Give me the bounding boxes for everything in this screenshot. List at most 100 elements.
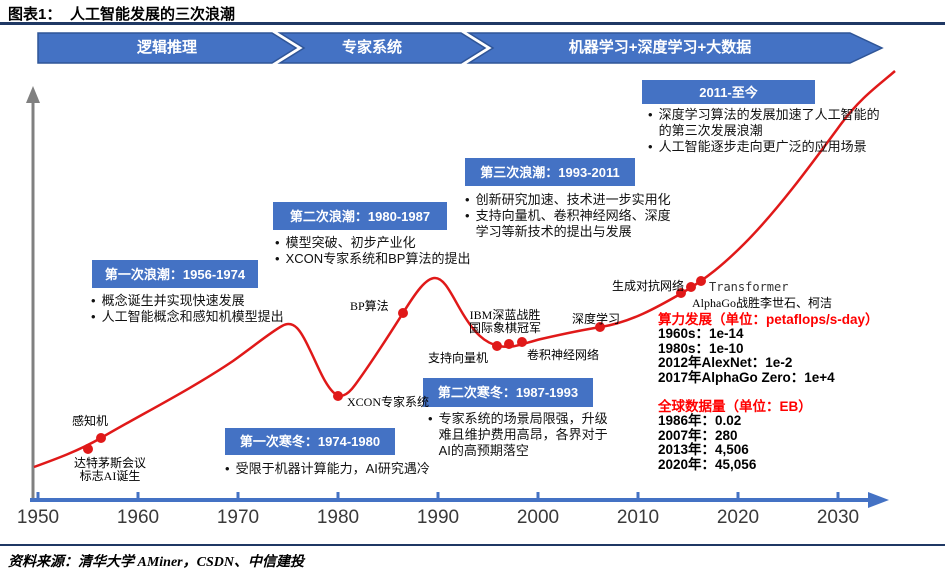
x-tick-1970: 1970 [216, 507, 260, 528]
bullet-text: 人工智能逐步走向更广泛的应用场景 [658, 139, 867, 154]
top-rule [0, 22, 945, 25]
stat-line: 1960s：1e-14 [658, 326, 744, 341]
bullet-text: 专家系统的场景局限强，升级难且维护费用高昂，各界对于AI的高预期落空 [438, 411, 608, 458]
label-ibm-line1: IBM深蓝战胜 [469, 308, 541, 322]
compute-stats-block: 算力发展（单位：petaflops/s-day） 1960s：1e-14 198… [658, 312, 879, 385]
list-item: 人工智能逐步走向更广泛的应用场景 [645, 139, 883, 155]
y-axis-arrowhead [26, 86, 40, 103]
banner-segment-ml-dl-bigdata: 机器学习+深度学习+大数据 [568, 39, 752, 56]
figure-number: 图表1： [8, 6, 62, 23]
dot-alphago [686, 282, 696, 292]
banner-segment-logic: 逻辑推理 [136, 39, 197, 56]
label-deep-learning: 深度学习 [572, 312, 621, 326]
banner-segment-3-shape [466, 32, 884, 64]
x-tick-1980: 1980 [316, 507, 360, 528]
dot-xcon [333, 391, 343, 401]
box-wave3-title: 第三次浪潮：1993-2011 [465, 158, 635, 186]
banner-segment-expert: 专家系统 [341, 39, 402, 56]
label-cnn: 卷积神经网络 [527, 348, 600, 362]
list-item: 创新研究加速、技术进一步实用化 [462, 192, 672, 208]
stat-line: 2017年AlphaGo Zero：1e+4 [658, 369, 835, 385]
list-item: 模型突破、初步产业化 [272, 235, 492, 251]
bullet-text: 受限于机器计算能力，AI研究遇冷 [235, 461, 430, 476]
label-gan: 生成对抗网络 [612, 279, 685, 293]
source-note: 资料来源：清华大学 AMiner，CSDN、中信建投 [8, 555, 304, 570]
stat-line: 2012年AlexNet：1e-2 [658, 355, 793, 371]
box-wave1-title: 第一次浪潮：1956-1974 [92, 260, 258, 288]
x-tick-2020: 2020 [716, 507, 760, 528]
bullet-text: 创新研究加速、技术进一步实用化 [475, 192, 671, 207]
x-tick-2030: 2030 [816, 507, 860, 528]
box-winter1-title: 第一次寒冬：1974-1980 [225, 428, 395, 455]
box-wave2-title: 第二次浪潮：1980-1987 [273, 202, 447, 230]
dot-perceptron [96, 433, 106, 443]
label-dartmouth: 达特茅斯会议 标志AI诞生 [58, 457, 162, 483]
bullet-text: XCON专家系统和BP算法的提出 [285, 251, 471, 266]
label-bp: BP算法 [350, 299, 389, 313]
stat-line: 2007年：280 [658, 427, 738, 443]
bullet-text: 支持向量机、卷积神经网络、深度学习等新技术的提出与发展 [475, 208, 671, 239]
x-axis-arrowhead [868, 492, 889, 508]
list-item: 支持向量机、卷积神经网络、深度学习等新技术的提出与发展 [462, 208, 672, 240]
dot-bp [398, 308, 408, 318]
bullet-text: 模型突破、初步产业化 [285, 235, 416, 250]
list-item: 人工智能概念和感知机模型提出 [88, 309, 340, 325]
milestone-dots [83, 276, 706, 454]
wave1-bullets: 概念诞生并实现快速发展 人工智能概念和感知机模型提出 [88, 293, 340, 325]
label-xcon: XCON专家系统 [347, 395, 430, 409]
x-tick-1950: 1950 [16, 507, 60, 528]
dot-cnn [517, 337, 527, 347]
stat-line: 2013年：4,506 [658, 442, 749, 458]
stat-line: 1986年：0.02 [658, 413, 742, 428]
x-axis [30, 492, 889, 508]
wave2-bullets: 模型突破、初步产业化 XCON专家系统和BP算法的提出 [272, 235, 492, 267]
wave4-bullets: 深度学习算法的发展加速了人工智能的的第三次发展浪潮 人工智能逐步走向更广泛的应用… [645, 107, 883, 155]
label-alphago: AlphaGo战胜李世石、柯洁 [692, 296, 832, 310]
list-item: 受限于机器计算能力，AI研究遇冷 [222, 461, 482, 477]
list-item: 专家系统的场景局限强，升级难且维护费用高昂，各界对于AI的高预期落空 [425, 411, 611, 459]
x-tick-2010: 2010 [616, 507, 660, 528]
compute-stats-title: 算力发展（单位：petaflops/s-day） [658, 312, 879, 327]
x-tick-1990: 1990 [416, 507, 460, 528]
banner-segment-1-shape [37, 32, 298, 64]
page-title: 人工智能发展的三次浪潮 [70, 6, 236, 23]
bottom-rule [0, 544, 945, 546]
bullet-text: 人工智能概念和感知机模型提出 [101, 309, 284, 324]
list-item: 概念诞生并实现快速发展 [88, 293, 340, 309]
winter1-bullets: 受限于机器计算能力，AI研究遇冷 [222, 461, 482, 477]
box-winter2-title: 第二次寒冬：1987-1993 [423, 378, 593, 407]
stat-line: 2020年：45,056 [658, 456, 757, 472]
label-perceptron: 感知机 [72, 414, 109, 428]
dot-ibm-deep-blue [504, 339, 514, 349]
x-axis-ticks [36, 492, 840, 498]
label-ibm-deep-blue: IBM深蓝战胜 国际象棋冠军 [462, 309, 548, 335]
bullet-text: 深度学习算法的发展加速了人工智能的的第三次发展浪潮 [658, 107, 880, 138]
stat-line: 1980s：1e-10 [658, 340, 744, 356]
data-volume-stats-title: 全球数据量（单位：EB） [658, 399, 812, 414]
label-transformer: Transformer [709, 280, 789, 294]
wave3-bullets: 创新研究加速、技术进一步实用化 支持向量机、卷积神经网络、深度学习等新技术的提出… [462, 192, 672, 240]
label-dartmouth-line1: 达特茅斯会议 [73, 456, 146, 470]
bullet-text: 概念诞生并实现快速发展 [101, 293, 245, 308]
label-svm: 支持向量机 [428, 351, 489, 365]
label-dartmouth-line2: 标志AI诞生 [79, 469, 141, 483]
list-item: XCON专家系统和BP算法的提出 [272, 251, 492, 267]
x-tick-1960: 1960 [116, 507, 160, 528]
list-item: 深度学习算法的发展加速了人工智能的的第三次发展浪潮 [645, 107, 883, 139]
dot-dartmouth [83, 444, 93, 454]
box-wave4-title: 2011-至今 [642, 80, 815, 104]
banner-segment-2-shape [277, 32, 487, 64]
dot-gan [676, 288, 686, 298]
ai-wave-curve [33, 70, 896, 469]
dot-transformer [696, 276, 706, 286]
x-tick-2000: 2000 [516, 507, 560, 528]
banner-arrow-shapes [37, 32, 884, 64]
dot-svm [492, 341, 502, 351]
dot-deep-learning [595, 322, 605, 332]
winter2-bullets: 专家系统的场景局限强，升级难且维护费用高昂，各界对于AI的高预期落空 [425, 411, 611, 459]
y-axis [26, 86, 40, 500]
data-volume-stats-block: 全球数据量（单位：EB） 1986年：0.02 2007年：280 2013年：… [658, 399, 812, 472]
label-ibm-line2: 国际象棋冠军 [468, 321, 541, 335]
